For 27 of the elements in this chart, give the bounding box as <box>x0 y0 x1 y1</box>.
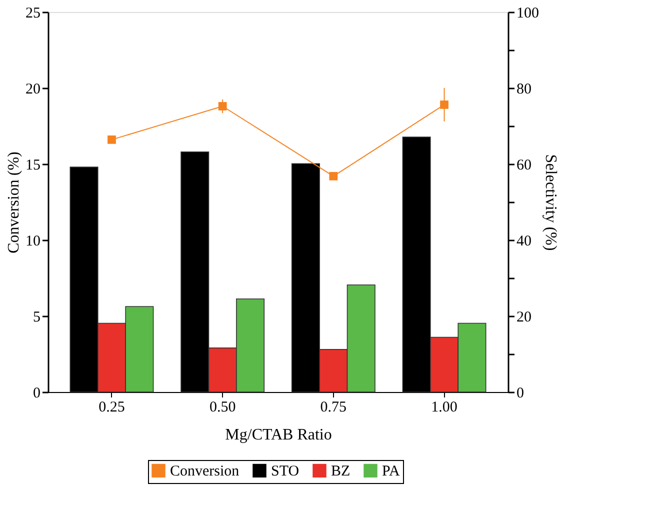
x-tick-label: 0.50 <box>209 400 236 416</box>
point <box>108 135 116 144</box>
y-tick-label: 15 <box>26 158 40 174</box>
y2-tick-label: 0 <box>516 386 524 402</box>
y-tick-label: 5 <box>33 310 40 326</box>
point <box>329 172 338 180</box>
y-tick-label: 10 <box>26 234 40 250</box>
point <box>218 102 227 110</box>
x-tick-label: 1.00 <box>431 400 458 416</box>
legend-label: PA <box>382 464 400 480</box>
y2-tick-label: 60 <box>516 158 532 174</box>
y2-tick-label: 20 <box>516 310 532 326</box>
y2-tick-label: 100 <box>516 6 539 22</box>
point <box>440 100 448 109</box>
legend-label: BZ <box>331 464 350 480</box>
x-axis-title: Mg/CTAB Ratio <box>225 426 332 444</box>
y-axis-title: Conversion (%) <box>6 152 22 254</box>
legend-label: Conversion <box>170 464 240 480</box>
legend-label: STO <box>271 464 300 480</box>
y2-axis-title: Selectivity (%) <box>542 154 559 251</box>
y2-tick-label: 80 <box>516 82 532 98</box>
x-tick-label: 0.75 <box>320 400 347 416</box>
x-tick-label: 0.25 <box>98 400 125 416</box>
y2-tick-label: 40 <box>516 234 532 250</box>
y-tick-label: 0 <box>33 386 40 402</box>
y-tick-label: 20 <box>26 82 40 98</box>
y-tick-label: 25 <box>26 6 40 22</box>
